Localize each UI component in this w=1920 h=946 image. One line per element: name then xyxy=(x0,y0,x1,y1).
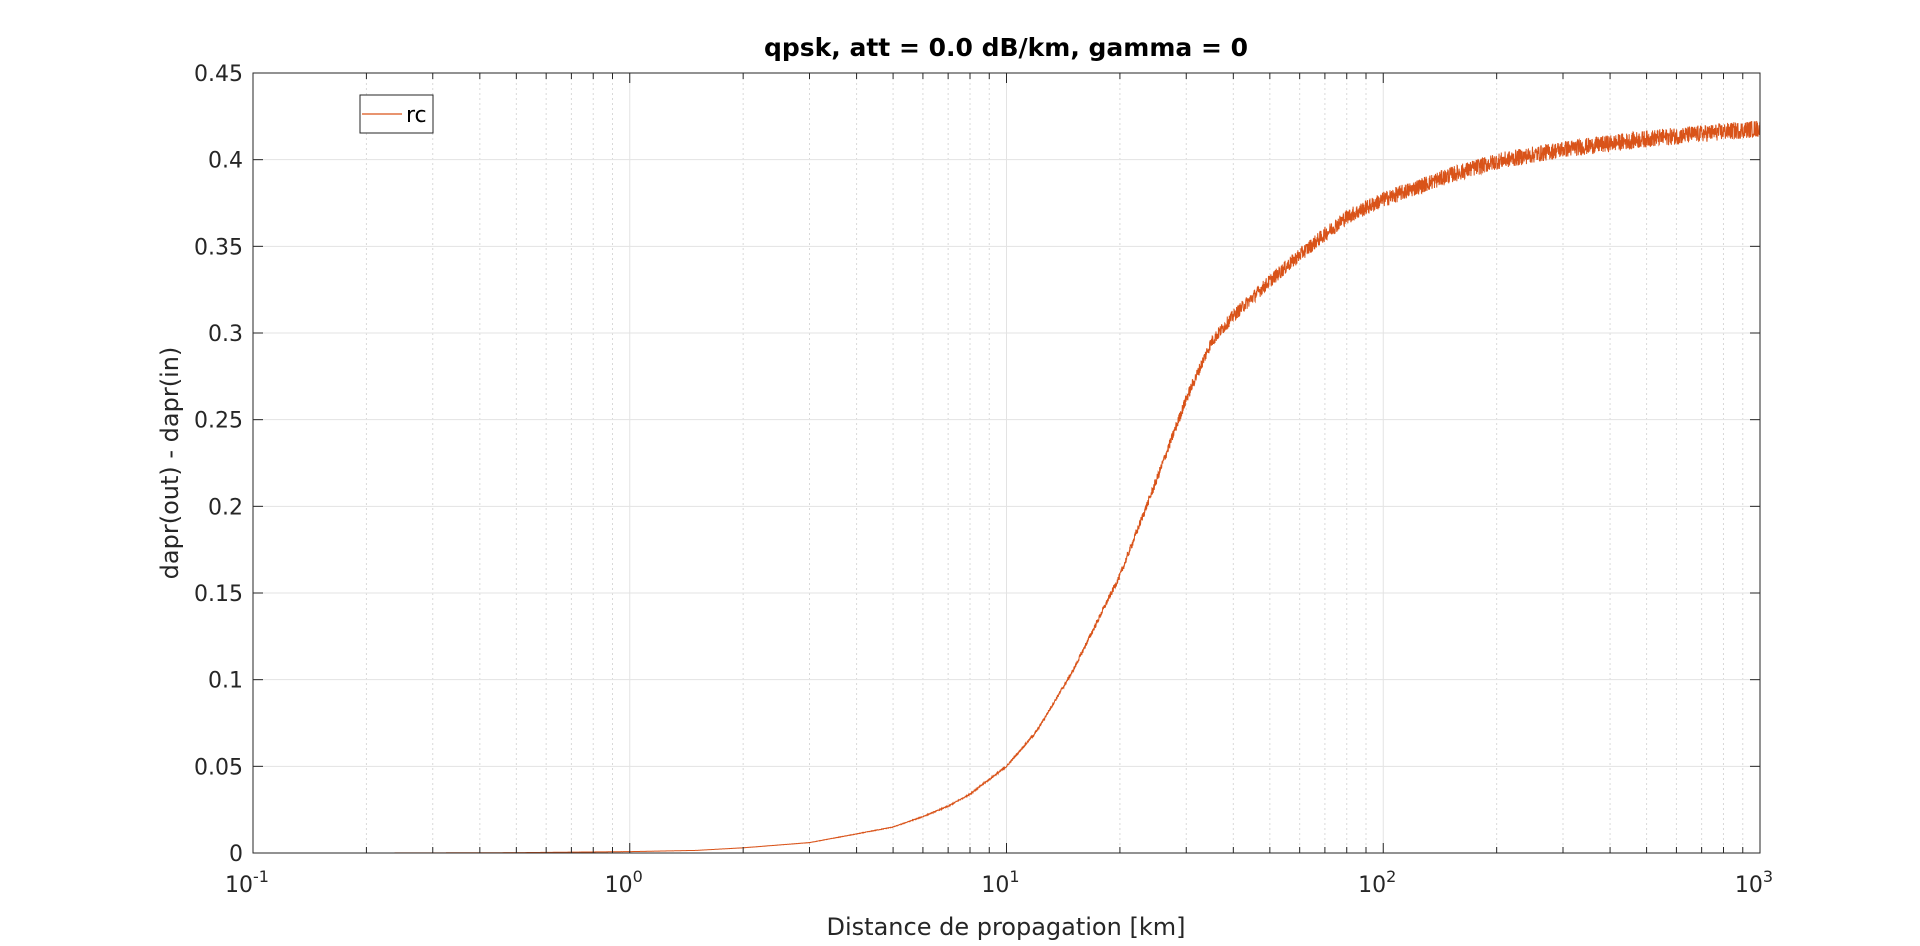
x-tick-labels: 10-1 100 101 102 103 xyxy=(225,867,1773,898)
chart-title: qpsk, att = 0.0 dB/km, gamma = 0 xyxy=(764,33,1248,62)
minor-grid xyxy=(365,73,1744,853)
axis-ticks xyxy=(252,72,1761,854)
y-tick-label: 0.4 xyxy=(208,149,243,174)
legend: rc xyxy=(359,94,434,134)
x-tick-label: 100 xyxy=(605,867,643,898)
legend-label-rc: rc xyxy=(406,103,427,128)
x-tick-label: 101 xyxy=(981,867,1019,898)
y-tick-label: 0.15 xyxy=(194,582,243,607)
y-tick-label: 0.45 xyxy=(194,62,243,87)
x-tick-label: 102 xyxy=(1358,867,1396,898)
y-tick-label: 0 xyxy=(229,842,243,867)
y-tick-label: 0.1 xyxy=(208,669,243,694)
y-tick-labels: 0 0.05 0.1 0.15 0.2 0.25 0.3 0.35 0.4 0.45 xyxy=(194,62,243,867)
y-tick-label: 0.3 xyxy=(208,322,243,347)
x-tick-label: 10-1 xyxy=(225,867,269,898)
y-tick-label: 0.05 xyxy=(194,755,243,780)
y-axis-label: dapr(out) - dapr(in) xyxy=(156,347,184,580)
x-axis-label: Distance de propagation [km] xyxy=(827,913,1186,941)
x-tick-label: 103 xyxy=(1735,867,1773,898)
y-tick-label: 0.35 xyxy=(194,235,243,260)
y-tick-label: 0.2 xyxy=(208,495,243,520)
y-tick-label: 0.25 xyxy=(194,409,243,434)
